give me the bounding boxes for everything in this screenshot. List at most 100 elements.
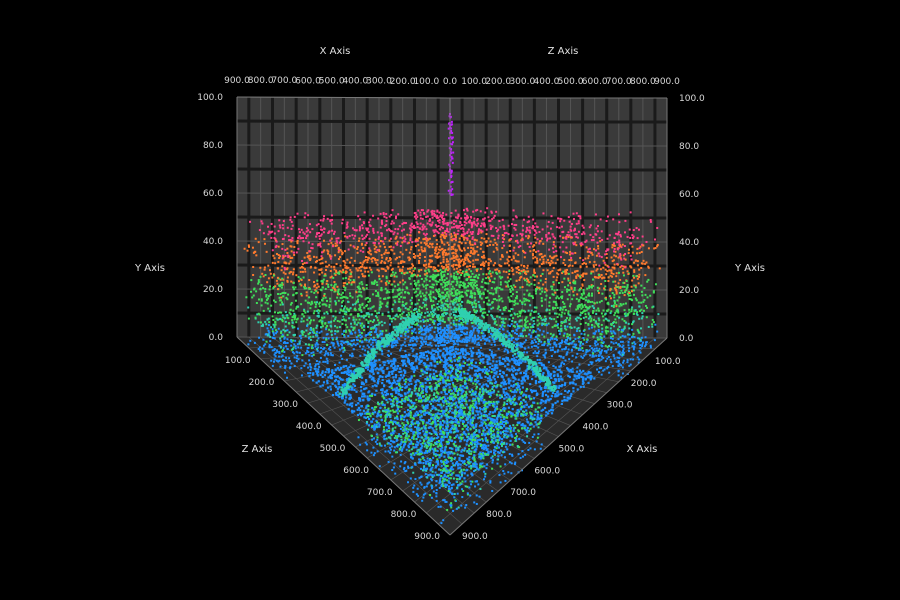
cloud-point xyxy=(642,309,645,312)
cloud-point xyxy=(430,416,433,419)
cloud-point xyxy=(284,311,287,314)
cloud-point xyxy=(311,379,315,382)
cloud-point xyxy=(419,385,422,388)
cloud-point xyxy=(540,362,543,365)
cloud-point xyxy=(255,254,258,257)
cloud-point xyxy=(533,244,536,247)
cloud-point xyxy=(552,370,555,373)
cloud-point xyxy=(281,333,284,336)
cloud-point xyxy=(383,261,386,264)
cloud-point xyxy=(405,271,408,274)
cloud-point xyxy=(563,325,566,328)
cloud-point xyxy=(332,342,335,345)
cloud-point xyxy=(284,325,287,328)
cloud-point xyxy=(404,386,407,389)
cloud-point xyxy=(415,445,418,449)
cloud-point xyxy=(447,451,451,454)
cloud-point xyxy=(426,358,429,362)
cloud-point xyxy=(403,235,406,238)
cloud-point xyxy=(258,336,261,339)
cloud-point xyxy=(475,423,478,426)
cloud-point xyxy=(473,265,476,268)
cloud-point xyxy=(458,359,461,362)
cloud-point xyxy=(570,286,573,289)
cloud-point xyxy=(624,253,627,256)
cloud-point xyxy=(636,264,639,267)
cloud-point xyxy=(550,376,553,379)
cloud-point xyxy=(636,277,639,280)
cloud-point xyxy=(519,314,522,317)
cloud-point xyxy=(543,406,547,410)
cloud-point xyxy=(471,224,474,227)
cloud-point xyxy=(516,241,519,244)
cloud-point xyxy=(262,338,265,341)
cloud-point xyxy=(382,384,386,387)
cloud-point xyxy=(513,312,516,315)
cloud-point xyxy=(489,410,492,414)
cloud-point xyxy=(381,312,384,315)
cloud-point xyxy=(461,385,465,388)
cloud-point xyxy=(490,419,493,422)
cloud-point xyxy=(548,272,551,275)
cloud-point xyxy=(649,294,652,297)
cloud-point xyxy=(364,412,367,415)
cloud-point xyxy=(540,263,543,266)
cloud-point xyxy=(273,348,276,351)
cloud-point xyxy=(370,370,373,373)
cloud-point xyxy=(517,253,520,256)
cloud-point xyxy=(378,425,381,428)
cloud-point xyxy=(614,280,617,283)
cloud-point xyxy=(374,393,377,396)
cloud-point xyxy=(474,365,477,368)
cloud-point xyxy=(390,439,393,442)
cloud-point xyxy=(440,270,443,273)
cloud-point xyxy=(577,347,580,350)
cloud-point xyxy=(463,372,466,375)
cloud-point xyxy=(397,213,400,216)
cloud-point xyxy=(465,427,468,431)
cloud-point xyxy=(290,250,293,253)
cloud-point xyxy=(580,355,583,358)
cloud-point xyxy=(399,416,403,419)
cloud-point xyxy=(473,398,477,401)
cloud-point xyxy=(620,364,623,367)
cloud-point xyxy=(454,252,457,255)
cloud-point xyxy=(387,251,390,254)
cloud-point xyxy=(377,378,380,381)
cloud-point xyxy=(516,382,519,385)
cloud-point xyxy=(482,400,486,403)
cloud-point xyxy=(445,367,448,370)
cloud-point xyxy=(508,396,511,399)
cloud-point xyxy=(512,317,515,320)
cloud-point xyxy=(338,272,341,275)
cloud-point xyxy=(413,309,416,312)
cloud-point xyxy=(646,306,649,309)
cloud-point xyxy=(455,415,458,418)
cloud-point xyxy=(360,310,363,313)
cloud-point xyxy=(469,420,472,423)
cloud-point xyxy=(606,215,609,218)
cloud-point xyxy=(460,459,463,463)
cloud-point xyxy=(437,216,440,219)
cloud-point xyxy=(438,339,441,342)
cloud-point xyxy=(638,358,641,361)
cloud-point xyxy=(532,226,535,229)
cloud-point xyxy=(457,436,461,439)
cloud-point xyxy=(450,264,453,267)
cloud-point xyxy=(501,276,504,279)
cloud-point xyxy=(401,237,404,240)
cloud-point xyxy=(476,376,479,379)
cloud-point xyxy=(435,370,438,373)
cloud-point xyxy=(360,381,364,384)
cloud-point xyxy=(632,332,635,335)
cloud-point xyxy=(535,423,538,426)
cloud-point xyxy=(421,336,424,339)
cloud-point xyxy=(323,354,326,357)
cloud-point xyxy=(422,352,425,355)
cloud-point xyxy=(283,337,286,340)
cloud-point xyxy=(454,350,457,353)
cloud-point xyxy=(449,215,452,218)
cloud-point xyxy=(498,369,502,372)
cloud-point xyxy=(439,433,442,436)
cloud-point xyxy=(450,377,453,380)
